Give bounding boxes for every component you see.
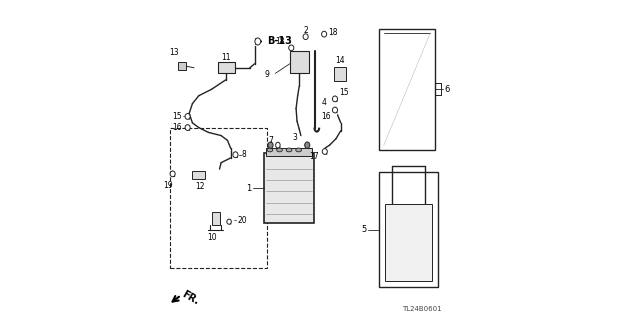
- FancyBboxPatch shape: [193, 171, 205, 179]
- Text: 4: 4: [321, 98, 326, 107]
- Ellipse shape: [289, 45, 294, 51]
- Text: 15: 15: [339, 88, 349, 97]
- Text: 7: 7: [268, 136, 273, 145]
- FancyBboxPatch shape: [266, 148, 312, 156]
- Ellipse shape: [286, 148, 292, 152]
- Ellipse shape: [185, 125, 190, 130]
- Text: 20: 20: [237, 216, 246, 225]
- Text: 16: 16: [173, 123, 182, 132]
- Text: 9: 9: [264, 70, 269, 79]
- Text: 12: 12: [196, 182, 205, 191]
- Ellipse shape: [185, 114, 190, 119]
- Ellipse shape: [321, 31, 326, 37]
- Text: 17: 17: [308, 152, 319, 161]
- Ellipse shape: [276, 142, 280, 148]
- Text: 10: 10: [207, 233, 217, 242]
- Ellipse shape: [276, 148, 282, 152]
- FancyBboxPatch shape: [290, 51, 309, 73]
- Text: B-13: B-13: [268, 36, 292, 47]
- Ellipse shape: [267, 148, 273, 152]
- FancyBboxPatch shape: [379, 29, 435, 150]
- Text: 19: 19: [164, 181, 173, 189]
- Ellipse shape: [332, 107, 337, 113]
- Text: TL24B0601: TL24B0601: [403, 307, 442, 312]
- Text: 11: 11: [221, 53, 230, 62]
- Text: 3: 3: [293, 133, 298, 142]
- Text: 15: 15: [173, 112, 182, 121]
- Text: 18: 18: [328, 28, 337, 37]
- Text: 18: 18: [275, 37, 285, 46]
- Ellipse shape: [332, 96, 337, 102]
- Text: 8: 8: [242, 150, 246, 159]
- FancyBboxPatch shape: [178, 62, 186, 70]
- Text: 14: 14: [335, 56, 345, 65]
- FancyBboxPatch shape: [264, 153, 314, 223]
- FancyBboxPatch shape: [170, 128, 268, 268]
- Text: 1: 1: [246, 184, 252, 193]
- FancyBboxPatch shape: [385, 204, 431, 281]
- Ellipse shape: [227, 219, 231, 224]
- Ellipse shape: [268, 142, 273, 148]
- Text: 6: 6: [444, 85, 450, 94]
- Text: 16: 16: [321, 112, 331, 121]
- FancyBboxPatch shape: [218, 62, 236, 73]
- Text: 13: 13: [169, 48, 179, 57]
- Text: 2: 2: [303, 26, 308, 35]
- Text: 5: 5: [361, 225, 366, 234]
- Ellipse shape: [305, 142, 310, 148]
- Ellipse shape: [296, 148, 301, 152]
- Ellipse shape: [322, 149, 327, 154]
- FancyBboxPatch shape: [379, 172, 438, 287]
- Ellipse shape: [303, 34, 308, 40]
- Ellipse shape: [255, 38, 260, 45]
- Ellipse shape: [233, 152, 238, 158]
- Ellipse shape: [170, 171, 175, 177]
- FancyBboxPatch shape: [212, 212, 220, 225]
- Text: FR.: FR.: [180, 289, 200, 307]
- FancyBboxPatch shape: [334, 67, 346, 81]
